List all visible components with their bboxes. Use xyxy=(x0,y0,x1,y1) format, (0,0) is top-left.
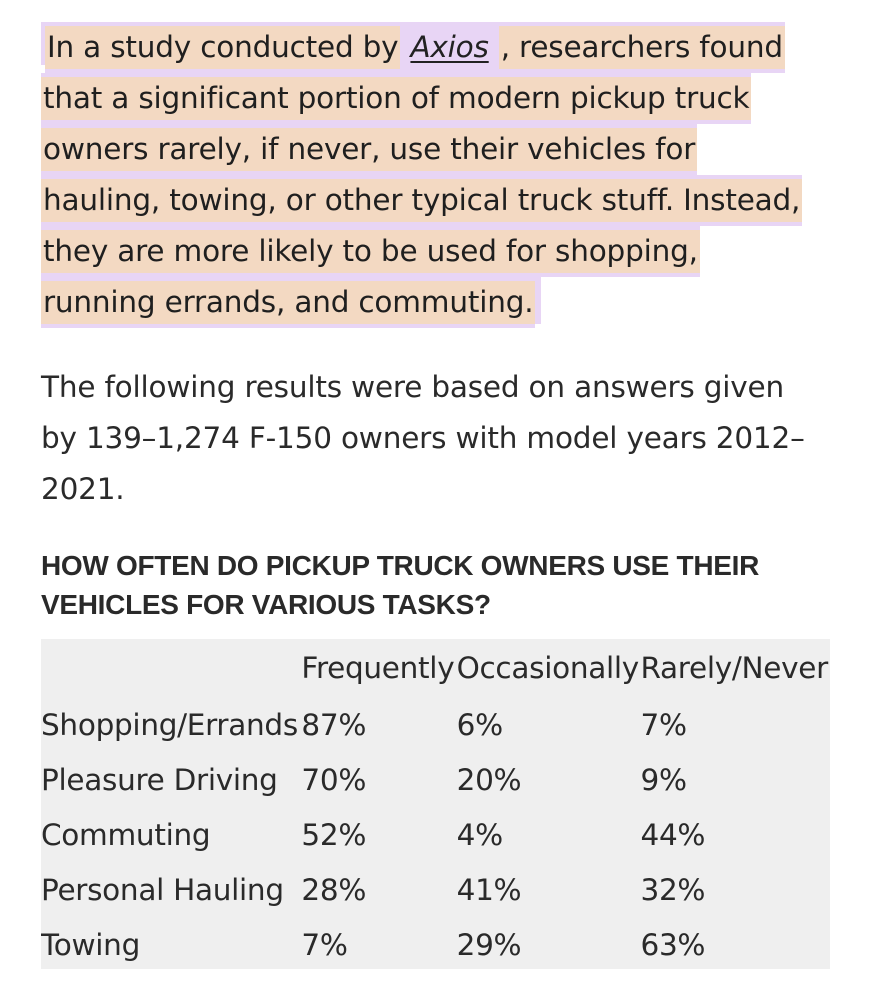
intro-line: running errands, and commuting. xyxy=(41,273,841,328)
row-label: Shopping/Errands xyxy=(41,707,298,742)
table-cell: 7% xyxy=(301,927,348,962)
paragraph-line: The following results were based on answ… xyxy=(41,370,784,404)
table-row: Commuting 52% 4% 44% xyxy=(41,807,830,862)
intro-line: that a significant portion of modern pic… xyxy=(41,73,841,124)
row-header-blank xyxy=(41,639,301,697)
table-cell: 87% xyxy=(301,707,367,742)
table-row: Towing 7% 29% 63% xyxy=(41,917,830,969)
section-heading: HOW OFTEN DO PICKUP TRUCK OWNERS USE THE… xyxy=(41,546,841,624)
row-label: Pleasure Driving xyxy=(41,762,278,797)
row-label: Towing xyxy=(41,927,141,962)
table-cell: 32% xyxy=(640,872,706,907)
intro-line: In a study conducted by Axios , researcher… xyxy=(41,22,841,73)
highlighted-intro-paragraph: In a study conducted by Axios , researcher… xyxy=(41,22,841,328)
intro-line: they are more likely to be used for shop… xyxy=(41,226,841,277)
intro-text: owners rarely, if never, use their vehic… xyxy=(41,124,698,175)
table-header-row: Frequently Occasionally Rarely/Never xyxy=(41,639,830,697)
highlight-edge xyxy=(41,22,45,65)
table-row: Pleasure Driving 70% 20% 9% xyxy=(41,752,830,807)
intro-line: owners rarely, if never, use their vehic… xyxy=(41,124,841,175)
table-cell: 44% xyxy=(640,817,706,852)
intro-text: hauling, towing, or other typical truck … xyxy=(41,175,803,226)
usage-table-container: Frequently Occasionally Rarely/Never Sho… xyxy=(41,639,830,969)
row-label: Commuting xyxy=(41,817,211,852)
table-cell: 63% xyxy=(640,927,706,962)
table-cell: 70% xyxy=(301,762,367,797)
column-header-rarely-never: Rarely/Never xyxy=(640,651,828,685)
axios-link-text[interactable]: Axios xyxy=(410,30,489,64)
heading-line: HOW OFTEN DO PICKUP TRUCK OWNERS USE THE… xyxy=(41,550,760,581)
table-row: Shopping/Errands 87% 6% 7% xyxy=(41,697,830,752)
table-cell: 52% xyxy=(301,817,367,852)
table-row: Personal Hauling 28% 41% 32% xyxy=(41,862,830,917)
intro-text: running errands, and commuting. xyxy=(41,277,536,328)
intro-text: , researchers found xyxy=(498,22,785,73)
column-header-occasionally: Occasionally xyxy=(456,651,640,685)
table-cell: 7% xyxy=(640,707,687,742)
paragraph-line: 2021. xyxy=(41,472,125,506)
table-cell: 28% xyxy=(301,872,367,907)
intro-text: they are more likely to be used for shop… xyxy=(41,226,700,277)
intro-text: that a significant portion of modern pic… xyxy=(41,73,752,124)
paragraph-line: by 139–1,274 F-150 owners with model yea… xyxy=(41,421,805,455)
usage-table: Frequently Occasionally Rarely/Never Sho… xyxy=(41,639,830,969)
heading-line: VEHICLES FOR VARIOUS TASKS? xyxy=(41,589,491,620)
table-cell: 41% xyxy=(456,872,522,907)
column-header-frequently: Frequently xyxy=(301,651,455,685)
row-label: Personal Hauling xyxy=(41,872,284,907)
table-cell: 9% xyxy=(640,762,687,797)
table-cell: 6% xyxy=(456,707,504,742)
intro-line: hauling, towing, or other typical truck … xyxy=(41,175,841,226)
intro-text: In a study conducted by xyxy=(45,22,401,73)
results-paragraph: The following results were based on answ… xyxy=(41,362,841,515)
table-cell: 29% xyxy=(456,927,522,962)
highlight-edge xyxy=(535,273,542,324)
table-cell: 20% xyxy=(456,762,522,797)
table-cell: 4% xyxy=(456,817,504,852)
axios-link[interactable]: Axios xyxy=(400,22,499,73)
